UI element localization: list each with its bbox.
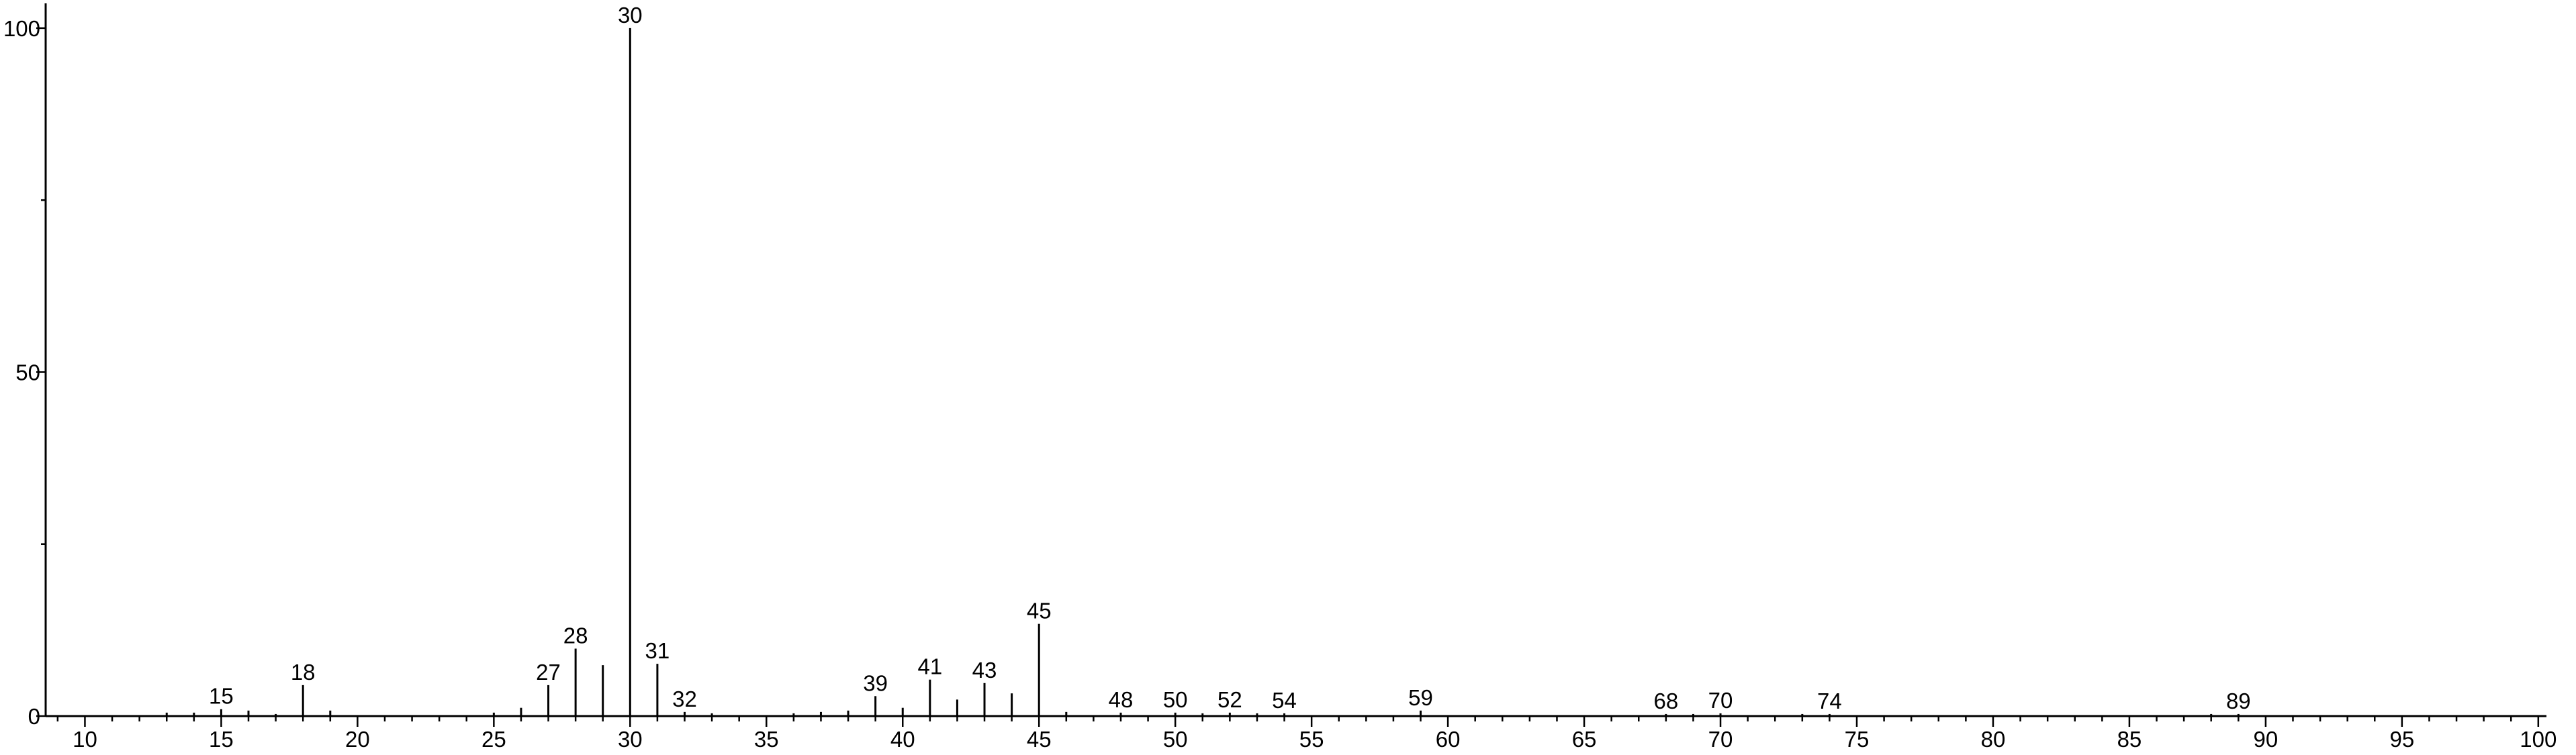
x-tick-label: 20: [345, 727, 370, 752]
x-tick-label: 85: [2117, 727, 2142, 752]
x-tick-label: 15: [209, 727, 234, 752]
peak-label: 27: [536, 660, 561, 685]
x-tick-label: 75: [1845, 727, 1870, 752]
peak-label: 52: [1217, 687, 1242, 712]
peak-label: 18: [291, 660, 316, 685]
x-tick-label: 45: [1027, 727, 1052, 752]
y-tick-label: 0: [28, 704, 40, 729]
x-tick-label: 65: [1572, 727, 1597, 752]
peak-label: 54: [1272, 688, 1297, 713]
peak-label: 48: [1109, 687, 1134, 712]
peak-label: 43: [972, 658, 997, 683]
peak-label: 32: [672, 687, 697, 711]
x-tick-label: 100: [2520, 727, 2557, 752]
peak-label: 39: [863, 670, 888, 695]
x-tick-label: 30: [618, 727, 643, 752]
peak-label: 15: [209, 684, 234, 709]
y-tick-label: 50: [15, 360, 40, 385]
peak-label: 41: [917, 654, 942, 679]
peak-label: 68: [1653, 689, 1678, 713]
peak-label: 30: [618, 3, 643, 28]
x-tick-label: 35: [754, 727, 779, 752]
peak-label: 89: [2226, 689, 2251, 713]
x-tick-label: 80: [1981, 727, 2006, 752]
peak-label: 74: [1817, 689, 1842, 713]
peak-label: 28: [563, 623, 588, 648]
peak-label: 59: [1408, 685, 1433, 710]
x-tick-label: 50: [1163, 727, 1188, 752]
peak-label: 50: [1163, 687, 1188, 712]
x-tick-label: 55: [1299, 727, 1324, 752]
x-tick-label: 70: [1708, 727, 1733, 752]
peak-label: 45: [1027, 599, 1052, 623]
y-tick-label: 100: [3, 16, 40, 41]
peak-label: 31: [645, 638, 670, 663]
x-tick-label: 40: [890, 727, 915, 752]
x-tick-label: 60: [1436, 727, 1461, 752]
peak-label: 70: [1708, 688, 1733, 713]
x-tick-label: 25: [481, 727, 506, 752]
x-tick-label: 90: [2254, 727, 2279, 752]
x-tick-label: 95: [2389, 727, 2414, 752]
x-tick-label: 10: [73, 727, 97, 752]
